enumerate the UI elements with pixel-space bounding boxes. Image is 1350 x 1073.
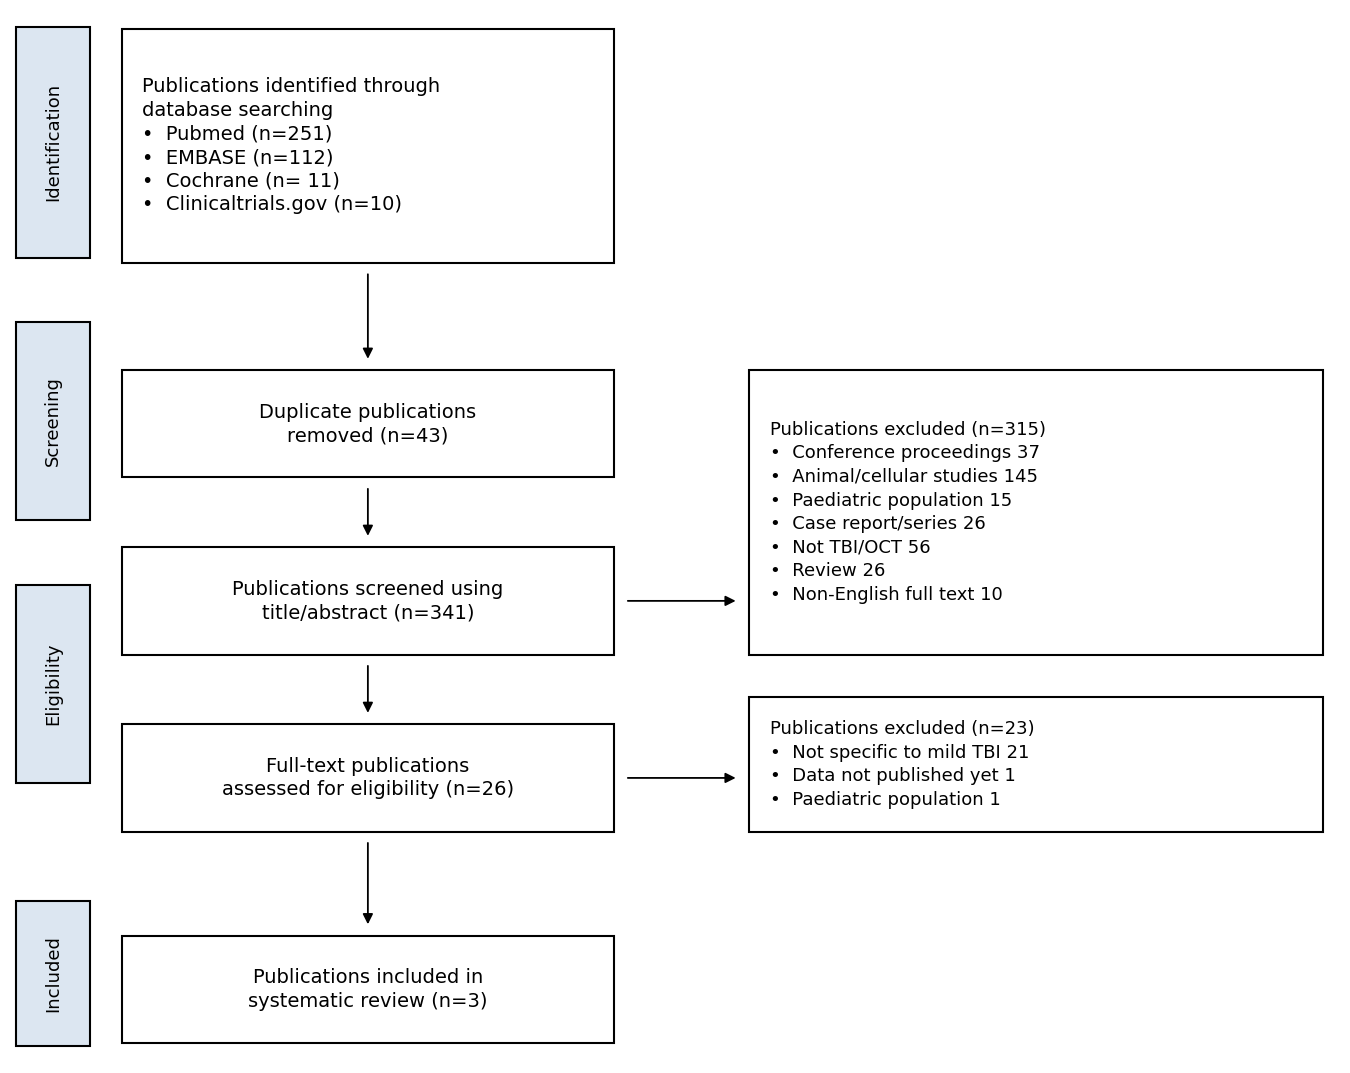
- Text: •  EMBASE (n=112): • EMBASE (n=112): [142, 148, 333, 167]
- Text: title/abstract (n=341): title/abstract (n=341): [262, 603, 474, 622]
- Text: •  Cochrane (n= 11): • Cochrane (n= 11): [142, 172, 340, 191]
- Text: Included: Included: [45, 936, 62, 1012]
- Text: •  Conference proceedings 37: • Conference proceedings 37: [769, 444, 1040, 462]
- Text: Publications excluded (n=23): Publications excluded (n=23): [769, 720, 1034, 738]
- Text: systematic review (n=3): systematic review (n=3): [248, 991, 487, 1011]
- Text: •  Not specific to mild TBI 21: • Not specific to mild TBI 21: [769, 744, 1029, 762]
- Text: •  Case report/series 26: • Case report/series 26: [769, 515, 985, 533]
- Text: Eligibility: Eligibility: [45, 643, 62, 725]
- Bar: [749, 697, 1323, 832]
- Bar: [749, 370, 1323, 655]
- Text: •  Review 26: • Review 26: [769, 562, 884, 580]
- Bar: [122, 547, 614, 655]
- Text: •  Paediatric population 15: • Paediatric population 15: [769, 491, 1011, 510]
- Bar: [122, 936, 614, 1043]
- Text: •  Non-English full text 10: • Non-English full text 10: [769, 586, 1002, 604]
- Text: Publications excluded (n=315): Publications excluded (n=315): [769, 421, 1045, 439]
- Bar: [122, 724, 614, 832]
- Text: Publications identified through: Publications identified through: [142, 77, 440, 97]
- Text: Screening: Screening: [45, 377, 62, 466]
- Text: Identification: Identification: [45, 83, 62, 202]
- Text: •  Paediatric population 1: • Paediatric population 1: [769, 791, 1000, 809]
- Bar: [16, 27, 90, 258]
- Text: •  Clinicaltrials.gov (n=10): • Clinicaltrials.gov (n=10): [142, 195, 402, 215]
- Text: Publications included in: Publications included in: [252, 968, 483, 987]
- Text: Duplicate publications: Duplicate publications: [259, 402, 477, 422]
- Text: database searching: database searching: [142, 101, 333, 120]
- Bar: [16, 322, 90, 520]
- Text: •  Pubmed (n=251): • Pubmed (n=251): [142, 124, 332, 144]
- Text: Publications screened using: Publications screened using: [232, 579, 504, 599]
- Text: •  Not TBI/OCT 56: • Not TBI/OCT 56: [769, 539, 930, 557]
- Text: •  Data not published yet 1: • Data not published yet 1: [769, 767, 1015, 785]
- Bar: [16, 585, 90, 783]
- Text: removed (n=43): removed (n=43): [288, 426, 448, 445]
- Text: Full-text publications: Full-text publications: [266, 756, 470, 776]
- Text: •  Animal/cellular studies 145: • Animal/cellular studies 145: [769, 468, 1038, 486]
- Text: assessed for eligibility (n=26): assessed for eligibility (n=26): [221, 780, 514, 799]
- Bar: [122, 29, 614, 263]
- Bar: [16, 901, 90, 1046]
- Bar: [122, 370, 614, 477]
